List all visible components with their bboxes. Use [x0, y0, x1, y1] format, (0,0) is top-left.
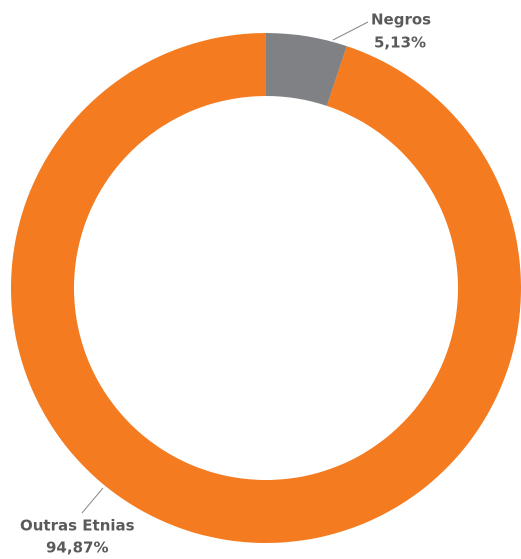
slice-label: Outras Etnias [20, 517, 135, 535]
slice-value-label: 94,87% [46, 539, 108, 557]
leader-line [81, 487, 104, 514]
donut-slice [11, 33, 521, 543]
leader-line [332, 21, 369, 41]
slice-label: Negros [371, 11, 431, 29]
slice-value-label: 5,13% [374, 34, 426, 52]
donut-slice [266, 33, 347, 106]
